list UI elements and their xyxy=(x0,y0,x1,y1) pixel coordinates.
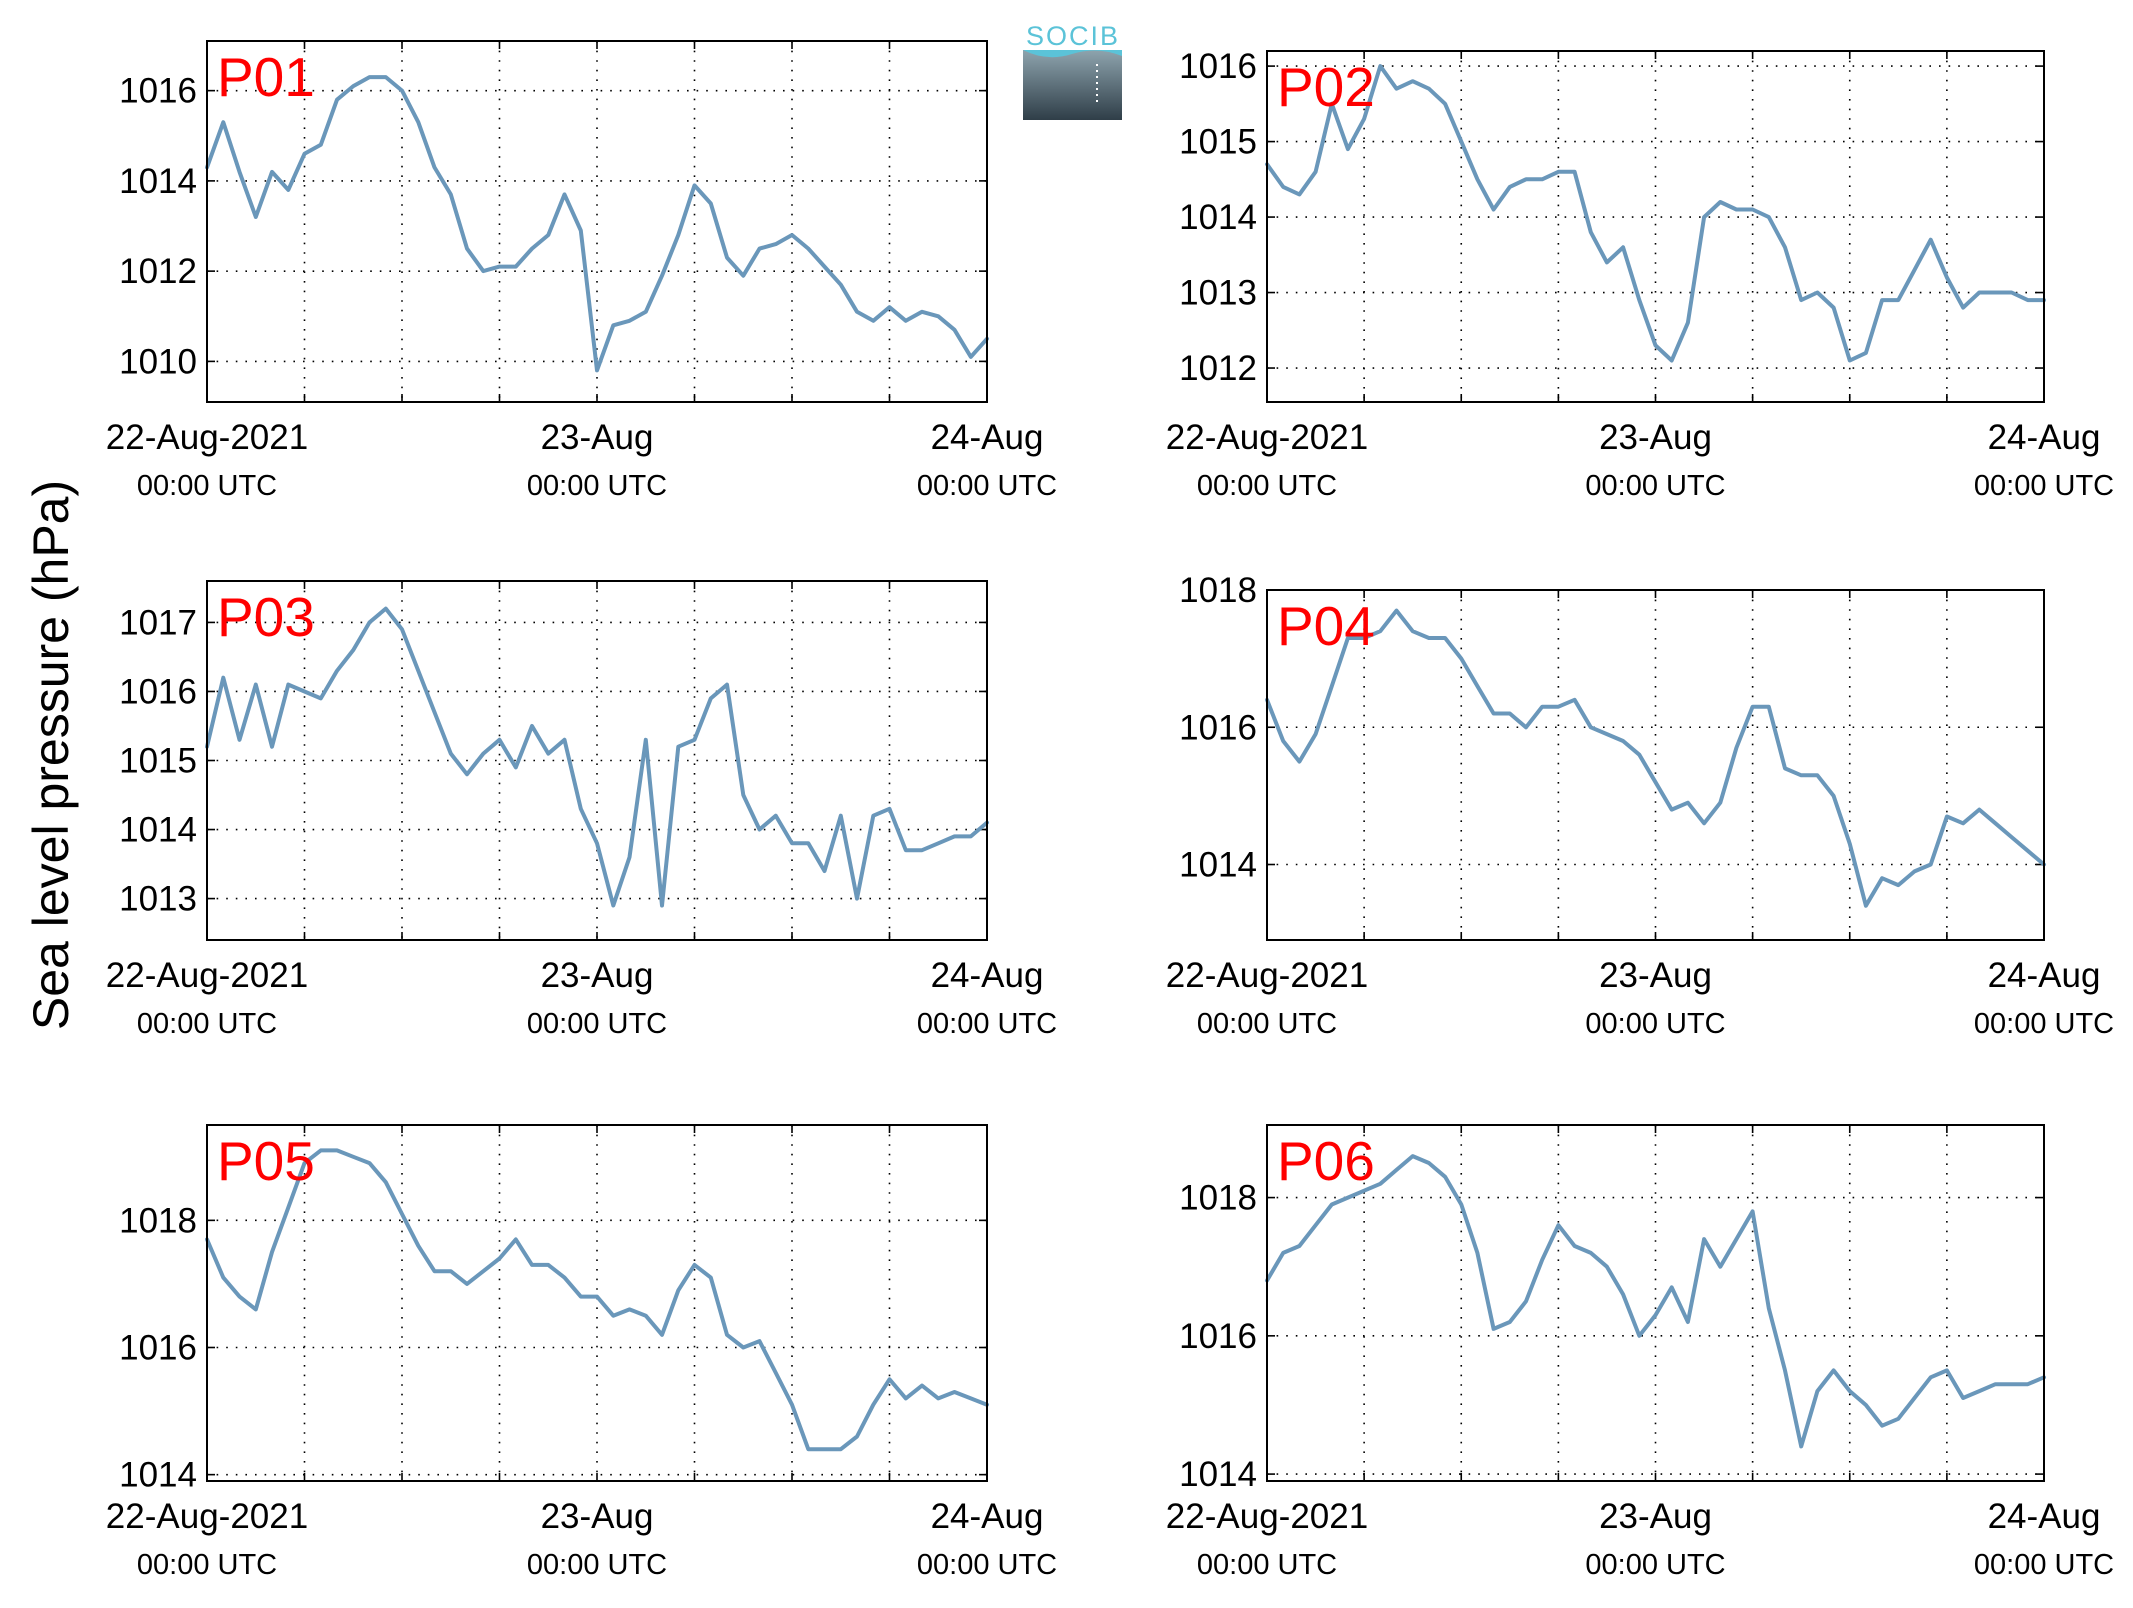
axes-box xyxy=(1266,589,2045,941)
y-tick-label: 1013 xyxy=(119,880,197,919)
x-tick-sublabel: 00:00 UTC xyxy=(917,1549,1057,1581)
y-tick-label: 1016 xyxy=(1179,47,1257,86)
panel-p02: 1012 1013 1014 1015 1016 22-Aug-2021 00:00 UTC… xyxy=(1166,47,2114,502)
x-tick-sublabel: 00:00 UTC xyxy=(1585,1549,1725,1581)
y-tick-label: 1013 xyxy=(1179,274,1257,313)
x-tick-label: 23-Aug xyxy=(541,956,654,995)
y-tick-label: 1014 xyxy=(119,811,197,850)
axes-box xyxy=(206,1124,988,1482)
x-tick-sublabel: 00:00 UTC xyxy=(527,470,667,502)
x-tick-label: 24-Aug xyxy=(931,1497,1044,1536)
x-tick-sublabel: 00:00 UTC xyxy=(1974,1549,2114,1581)
panel-p04: 1014 1016 1018 22-Aug-2021 00:00 UTC 23-Aug 00… xyxy=(1166,571,2114,1040)
x-tick-label: 23-Aug xyxy=(1599,1497,1712,1536)
x-tick-label: 22-Aug-2021 xyxy=(1166,1497,1368,1536)
socib-logo: SOCIB xyxy=(1023,21,1122,120)
y-tick-label: 1016 xyxy=(119,672,197,711)
y-tick-label: 1014 xyxy=(1179,1455,1257,1494)
x-tick-label: 23-Aug xyxy=(541,1497,654,1536)
y-tick-label: 1017 xyxy=(119,603,197,642)
logo-panel xyxy=(1023,50,1122,120)
y-tick-label: 1014 xyxy=(119,162,197,201)
panel-p03: 1013 1014 1015 1016 1017 22-Aug-2021 00:00 UTC… xyxy=(106,580,1057,1040)
y-tick-label: 1018 xyxy=(119,1201,197,1240)
x-tick-label: 22-Aug-2021 xyxy=(106,1497,308,1536)
panel-label: P03 xyxy=(217,586,315,648)
x-tick-sublabel: 00:00 UTC xyxy=(1585,1008,1725,1040)
y-tick-label: 1014 xyxy=(1179,198,1257,237)
axes-box xyxy=(206,40,988,403)
panel-p06: 1014 1016 1018 22-Aug-2021 00:00 UTC 23-Aug 00… xyxy=(1166,1124,2114,1581)
x-tick-sublabel: 00:00 UTC xyxy=(527,1008,667,1040)
x-tick-label: 22-Aug-2021 xyxy=(1166,418,1368,457)
series-line xyxy=(205,606,989,908)
series-line xyxy=(1265,608,2046,908)
x-tick-sublabel: 00:00 UTC xyxy=(1974,1008,2114,1040)
axes-box xyxy=(1266,1124,2045,1482)
x-tick-sublabel: 00:00 UTC xyxy=(137,1008,277,1040)
series-line xyxy=(205,75,989,373)
x-tick-label: 23-Aug xyxy=(1599,956,1712,995)
x-tick-label: 22-Aug-2021 xyxy=(106,956,308,995)
series-line xyxy=(205,1148,989,1452)
logo-wave xyxy=(1023,50,1122,58)
axes-box xyxy=(1266,50,2045,403)
x-tick-sublabel: 00:00 UTC xyxy=(917,470,1057,502)
x-tick-label: 23-Aug xyxy=(1599,418,1712,457)
x-tick-sublabel: 00:00 UTC xyxy=(137,1549,277,1581)
y-tick-label: 1014 xyxy=(1179,846,1257,885)
x-tick-sublabel: 00:00 UTC xyxy=(1974,470,2114,502)
x-tick-label: 22-Aug-2021 xyxy=(106,418,308,457)
x-tick-sublabel: 00:00 UTC xyxy=(1197,1549,1337,1581)
y-tick-label: 1016 xyxy=(1179,708,1257,747)
y-tick-label: 1012 xyxy=(1179,349,1257,388)
x-tick-label: 24-Aug xyxy=(1988,1497,2101,1536)
x-tick-label: 23-Aug xyxy=(541,418,654,457)
y-tick-label: 1018 xyxy=(1179,1179,1257,1218)
logo-text: SOCIB xyxy=(1026,21,1120,51)
x-tick-sublabel: 00:00 UTC xyxy=(137,470,277,502)
x-tick-sublabel: 00:00 UTC xyxy=(1197,1008,1337,1040)
x-tick-label: 24-Aug xyxy=(931,956,1044,995)
panel-p05: 1014 1016 1018 22-Aug-2021 00:00 UTC 23-Aug 00… xyxy=(106,1124,1057,1581)
y-tick-label: 1014 xyxy=(119,1456,197,1495)
x-tick-label: 22-Aug-2021 xyxy=(1166,956,1368,995)
y-tick-label: 1018 xyxy=(1179,571,1257,610)
series-line xyxy=(1265,1154,2046,1449)
y-tick-label: 1012 xyxy=(119,252,197,291)
x-tick-sublabel: 00:00 UTC xyxy=(1585,470,1725,502)
y-axis-label: Sea level pressure (hPa) xyxy=(23,480,79,1030)
x-tick-sublabel: 00:00 UTC xyxy=(1197,470,1337,502)
panel-label: P05 xyxy=(217,1130,315,1192)
panel-label: P04 xyxy=(1277,595,1375,657)
x-tick-sublabel: 00:00 UTC xyxy=(527,1549,667,1581)
x-tick-label: 24-Aug xyxy=(1988,956,2101,995)
x-tick-label: 24-Aug xyxy=(1988,418,2101,457)
x-tick-sublabel: 00:00 UTC xyxy=(917,1008,1057,1040)
y-tick-label: 1016 xyxy=(119,72,197,111)
series-line xyxy=(1265,64,2046,363)
x-tick-label: 24-Aug xyxy=(931,418,1044,457)
panel-label: P06 xyxy=(1277,1130,1375,1192)
y-tick-label: 1016 xyxy=(119,1329,197,1368)
panel-label: P01 xyxy=(217,46,315,108)
y-tick-label: 1015 xyxy=(119,742,197,781)
y-tick-label: 1010 xyxy=(119,342,197,381)
y-tick-label: 1015 xyxy=(1179,123,1257,162)
panel-p01: 1010 1012 1014 1016 22-Aug-2021 00:00 UTC 23-A… xyxy=(106,40,1057,502)
y-tick-label: 1016 xyxy=(1179,1317,1257,1356)
axes-box xyxy=(206,580,988,941)
panel-label: P02 xyxy=(1277,56,1375,118)
